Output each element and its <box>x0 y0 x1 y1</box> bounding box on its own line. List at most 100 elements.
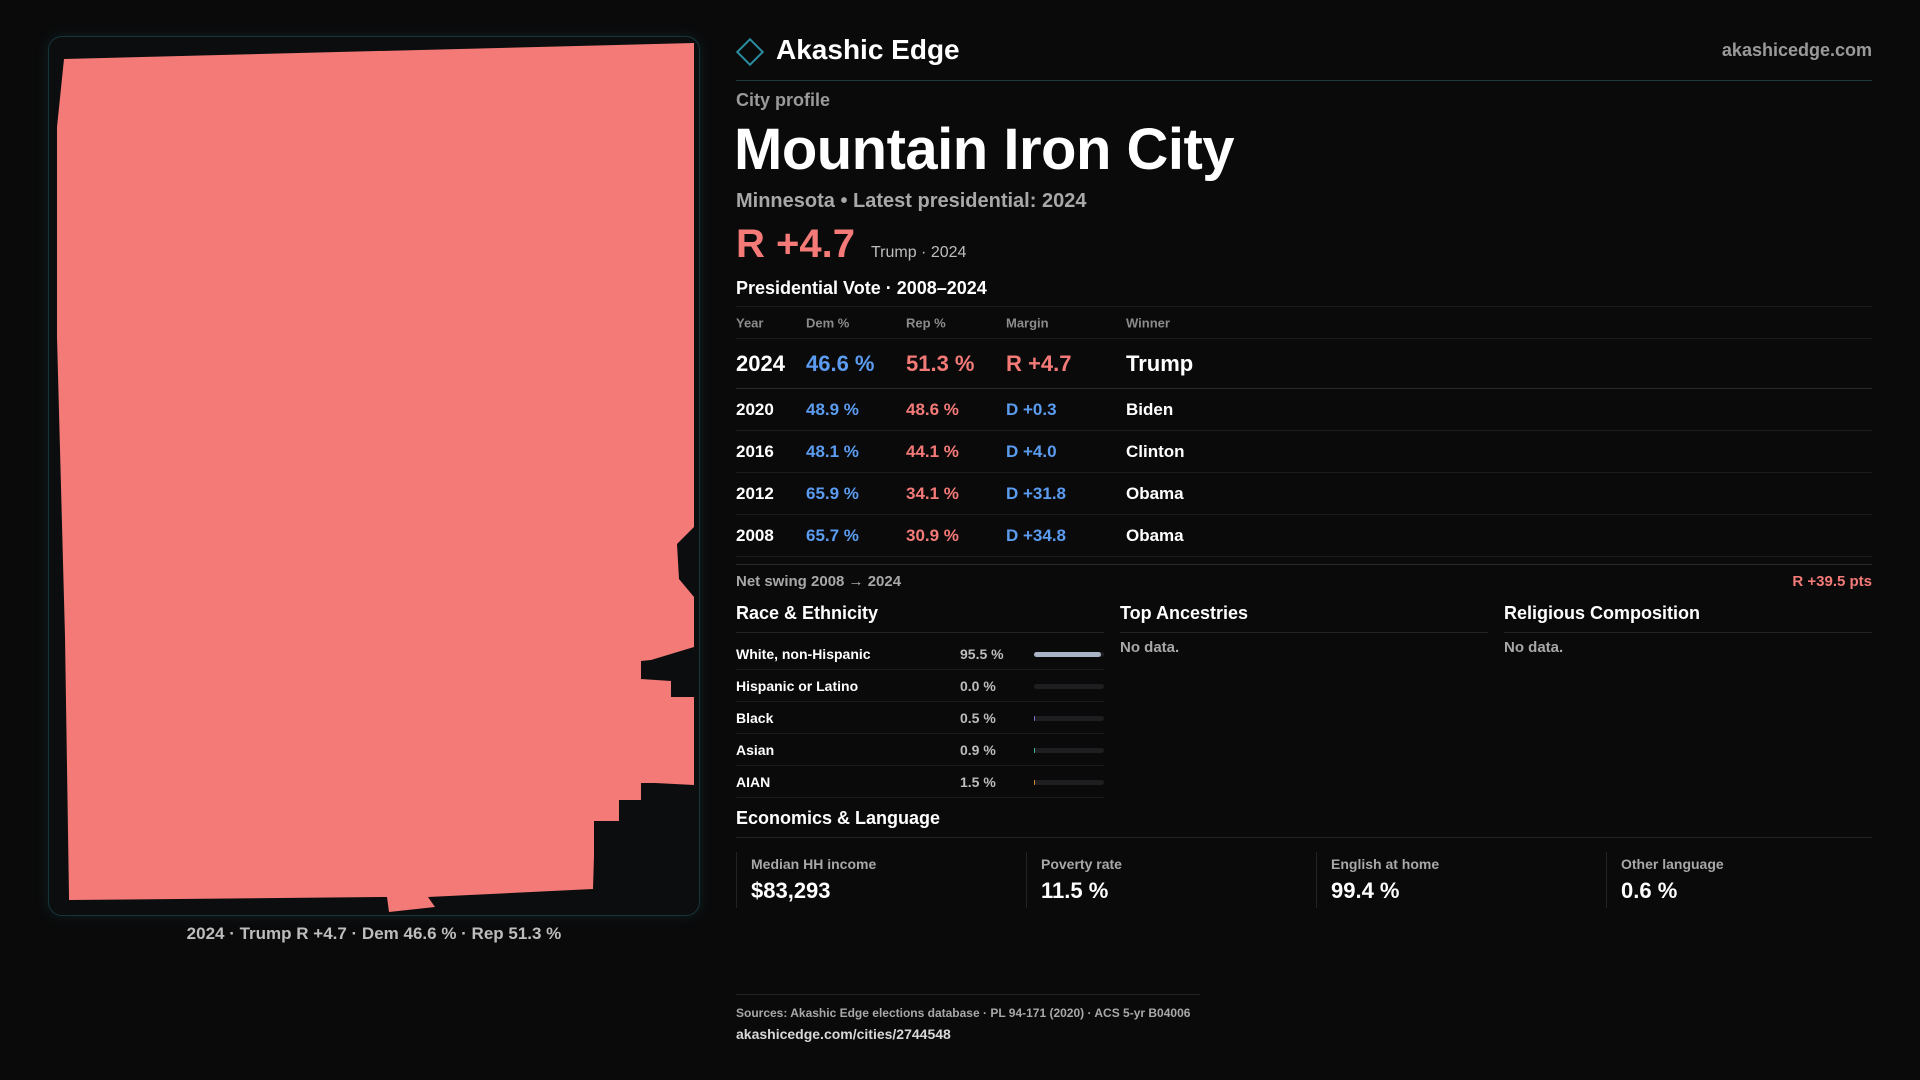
table-row: 2024 46.6 % 51.3 % R +4.7 Trump <box>736 338 1872 388</box>
ancestries-title: Top Ancestries <box>1120 603 1249 623</box>
race-label: AIAN <box>736 774 771 790</box>
race-row: Hispanic or Latino 0.0 % <box>736 670 1104 702</box>
race-pct: 1.5 % <box>960 774 996 790</box>
row-rep: 48.6 % <box>906 399 959 419</box>
race-pct: 0.0 % <box>960 678 996 694</box>
religion-empty: No data. <box>1504 639 1564 656</box>
row-dem: 65.7 % <box>806 525 859 545</box>
stat-value: 99.4 % <box>1331 878 1400 903</box>
swing-label: Net swing 2008 → 2024 <box>736 573 902 590</box>
stat-label: Median HH income <box>751 856 877 872</box>
page-kicker: City profile <box>736 90 831 110</box>
stat-other-language: Other language 0.6 % <box>1606 852 1876 908</box>
row-winner: Trump <box>1126 350 1194 376</box>
race-bar-fill <box>1034 716 1036 721</box>
race-label: Hispanic or Latino <box>736 678 859 694</box>
economics-divider <box>736 837 1872 838</box>
row-year: 2020 <box>736 399 774 419</box>
race-bar <box>1034 652 1104 657</box>
race-bar <box>1034 684 1104 689</box>
race-bar <box>1034 780 1104 785</box>
brand-name: Akashic Edge <box>776 34 960 65</box>
row-margin: D +0.3 <box>1006 399 1057 419</box>
partisan-lean: R +4.7 Trump · 2024 <box>736 222 966 267</box>
page-url-link[interactable]: akashicedge.com/cities/2744548 <box>736 1026 951 1042</box>
economics-title: Economics & Language <box>736 808 941 828</box>
map-caption: 2024 · Trump R +4.7 · Dem 46.6 % · Rep 5… <box>186 924 562 943</box>
table-row: 2008 65.7 % 30.9 % D +34.8 Obama <box>736 514 1872 556</box>
race-pct: 0.5 % <box>960 710 996 726</box>
brand[interactable]: Akashic Edge <box>734 34 960 67</box>
row-year: 2016 <box>736 441 774 461</box>
race-pct: 0.9 % <box>960 742 996 758</box>
race-row: Black 0.5 % <box>736 702 1104 734</box>
col-winner: Winner <box>1126 315 1170 330</box>
swing-value: R +39.5 pts <box>1792 573 1872 590</box>
race-bar-fill <box>1034 780 1036 785</box>
race-pct: 95.5 % <box>960 646 1004 662</box>
stat-median-income: Median HH income $83,293 <box>736 852 1006 908</box>
swing-divider <box>736 564 1872 565</box>
footer-divider <box>736 994 1200 995</box>
diamond-icon <box>735 37 765 67</box>
table-bottom-rule <box>736 556 1872 557</box>
row-margin: D +4.0 <box>1006 441 1057 461</box>
lean-value: R +4.7 <box>736 222 855 266</box>
stat-label: Other language <box>1621 856 1724 872</box>
ancestries-divider <box>1120 632 1488 633</box>
race-divider <box>736 632 1104 633</box>
row-year: 2008 <box>736 525 774 545</box>
row-winner: Biden <box>1126 399 1174 419</box>
table-row: 2016 48.1 % 44.1 % D +4.0 Clinton <box>736 430 1872 472</box>
row-dem: 48.9 % <box>806 399 859 419</box>
stat-label: English at home <box>1331 856 1440 872</box>
stat-english-at-home: English at home 99.4 % <box>1316 852 1586 908</box>
race-label: Asian <box>736 742 775 758</box>
page-subtitle: Minnesota • Latest presidential: 2024 <box>736 190 1087 212</box>
row-dem: 46.6 % <box>806 350 875 376</box>
header-divider <box>736 80 1872 81</box>
stat-value: 0.6 % <box>1621 878 1678 903</box>
row-dem: 65.9 % <box>806 483 859 503</box>
lean-note: Trump · 2024 <box>870 244 967 261</box>
row-year: 2012 <box>736 483 774 503</box>
race-bar <box>1034 716 1104 721</box>
row-winner: Obama <box>1126 525 1184 545</box>
race-bar <box>1034 748 1104 753</box>
city-map[interactable] <box>48 36 700 916</box>
city-boundary-map <box>57 43 694 912</box>
sources-note: Sources: Akashic Edge elections database… <box>736 1006 1191 1020</box>
row-rep: 34.1 % <box>906 483 959 503</box>
vote-heading: Presidential Vote · 2008–2024 <box>736 278 987 298</box>
table-row: 2020 48.9 % 48.6 % D +0.3 Biden <box>736 388 1872 430</box>
page-title: Mountain Iron City <box>734 117 1235 182</box>
race-bar-fill <box>1034 652 1101 657</box>
col-rep: Rep % <box>906 315 946 330</box>
race-bar-fill <box>1034 748 1036 753</box>
row-year: 2024 <box>736 350 785 376</box>
stat-value: 11.5 % <box>1041 878 1109 903</box>
row-margin: D +31.8 <box>1006 483 1067 503</box>
col-margin: Margin <box>1006 315 1049 330</box>
race-label: Black <box>736 710 774 726</box>
row-winner: Obama <box>1126 483 1184 503</box>
city-boundary-shape[interactable] <box>57 43 694 912</box>
site-link[interactable]: akashicedge.com <box>1721 40 1872 60</box>
religion-title: Religious Composition <box>1504 603 1700 623</box>
vote-table: Year Dem % Rep % Margin Winner 2024 46.6… <box>736 306 1872 557</box>
ancestries-empty: No data. <box>1120 639 1180 656</box>
race-label: White, non-Hispanic <box>736 646 871 662</box>
row-winner: Clinton <box>1126 441 1185 461</box>
table-row: 2012 65.9 % 34.1 % D +31.8 Obama <box>736 472 1872 514</box>
table-header: Year Dem % Rep % Margin Winner <box>736 306 1872 338</box>
race-row: AIAN 1.5 % <box>736 766 1104 798</box>
stat-poverty-rate: Poverty rate 11.5 % <box>1026 852 1296 908</box>
race-row: Asian 0.9 % <box>736 734 1104 766</box>
race-title: Race & Ethnicity <box>736 603 879 623</box>
row-rep: 30.9 % <box>906 525 959 545</box>
row-margin: R +4.7 <box>1006 350 1072 376</box>
stat-label: Poverty rate <box>1041 856 1122 872</box>
row-rep: 51.3 % <box>906 350 975 376</box>
row-rep: 44.1 % <box>906 441 959 461</box>
religion-divider <box>1504 632 1872 633</box>
